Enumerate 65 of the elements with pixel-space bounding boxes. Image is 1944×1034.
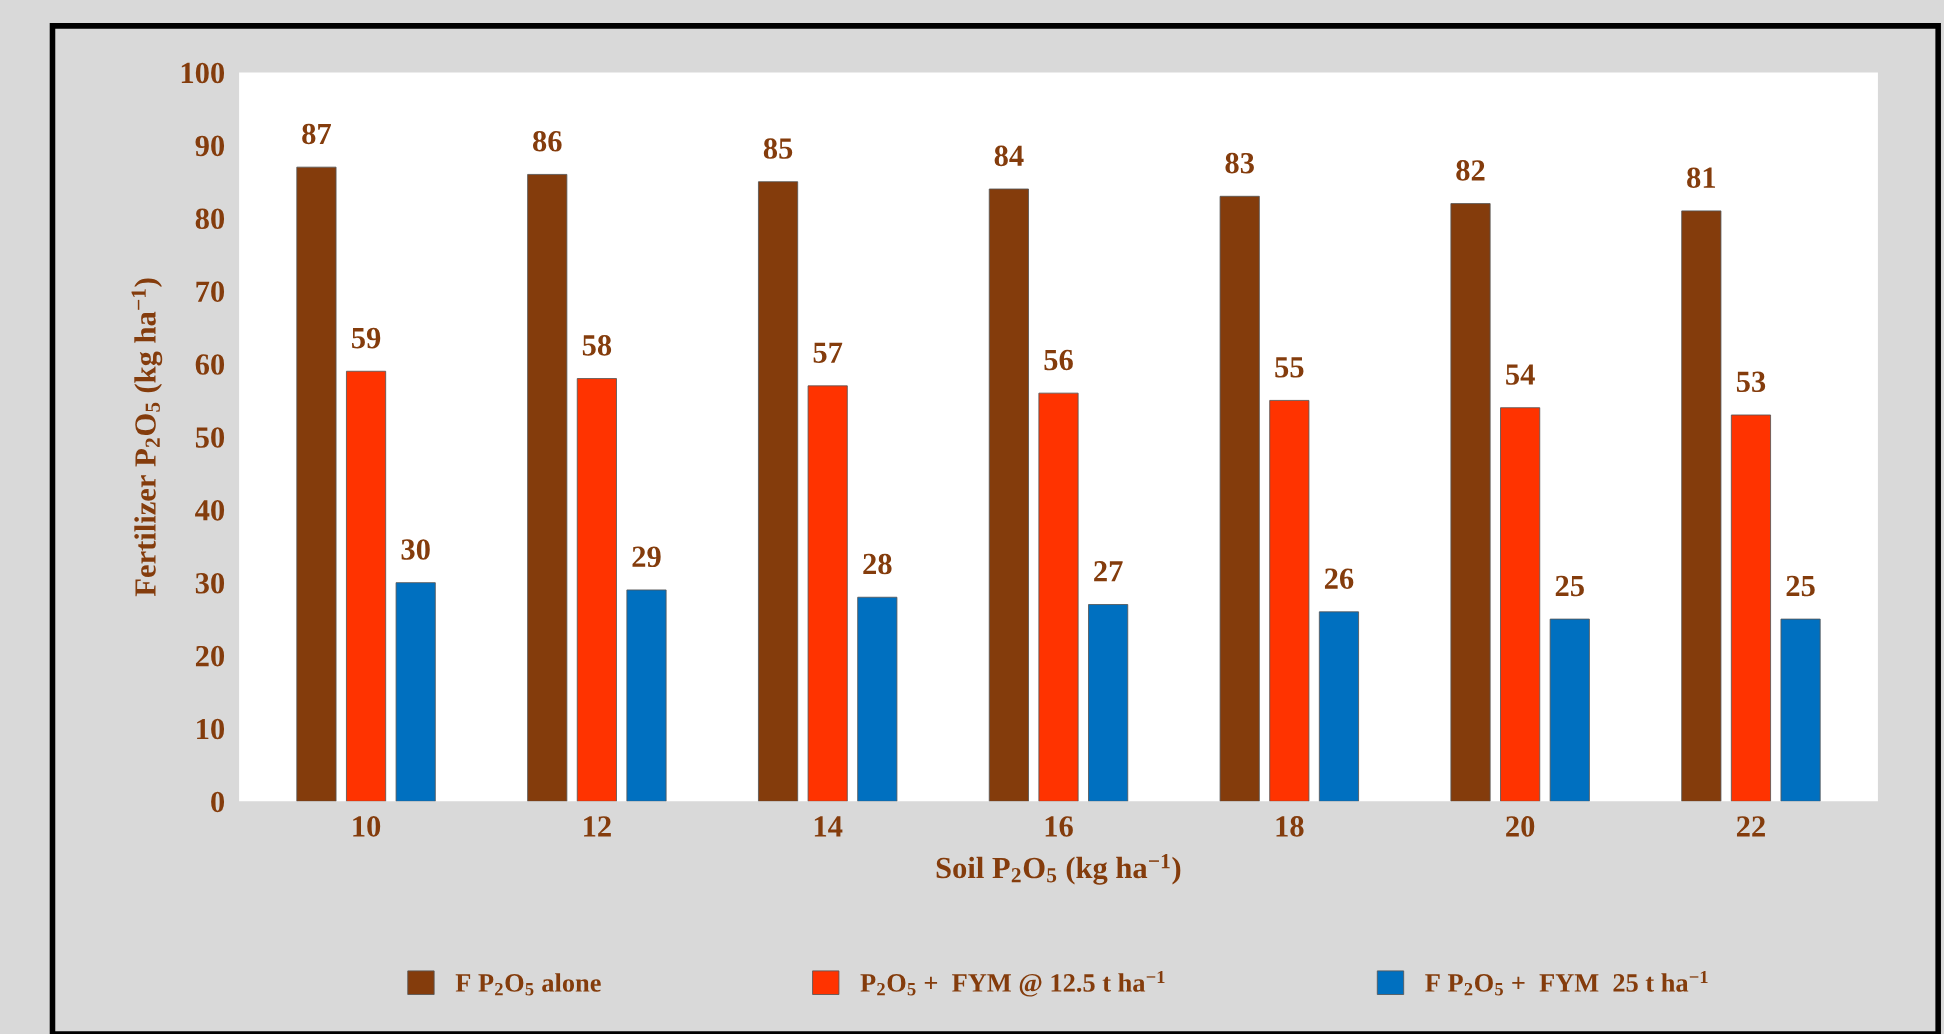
bar (758, 181, 799, 802)
x-tick-label: 14 (814, 816, 843, 837)
bar (346, 370, 387, 802)
x-tick-label: 10 (353, 816, 381, 837)
data-label: 29 (632, 546, 661, 568)
y-axis-title: Fertilizer P$_{2}$O$_{5}$ (kg ha$^{−1}$) (131, 278, 163, 597)
bar (1681, 210, 1722, 802)
bar (1088, 604, 1129, 802)
bar (1500, 407, 1541, 802)
data-label: 28 (863, 553, 892, 575)
bar (296, 166, 337, 802)
legend-label: F P$_{2}$O$_{5}$ + FYM 25 t ha$^{−1}$ (1425, 970, 1708, 996)
x-tick-label: 20 (1506, 816, 1535, 837)
y-tick-label: 30 (195, 572, 225, 594)
bar (988, 188, 1029, 802)
legend-label: P$_{2}$O$_{5}$ + FYM @ 12.5 t ha$^{−1}$ (860, 970, 1165, 997)
data-label: 25 (1786, 575, 1815, 597)
data-label: 25 (1555, 575, 1584, 597)
data-label: 86 (532, 130, 562, 152)
x-tick-label: 22 (1736, 816, 1765, 837)
bar (1730, 414, 1771, 802)
bar (395, 582, 436, 802)
x-axis-title: Soil P$_{2}$O$_{5}$ (kg ha$^{−1}$) (936, 854, 1181, 885)
y-tick-label: 60 (195, 354, 225, 375)
y-tick-label: 10 (197, 718, 225, 740)
y-tick-label: 100 (181, 62, 225, 84)
bar (626, 589, 667, 802)
data-label: 59 (352, 327, 381, 349)
bar (576, 378, 617, 802)
bar (1219, 195, 1260, 802)
data-label: 27 (1094, 561, 1123, 582)
data-label: 56 (1044, 349, 1073, 371)
data-label: 30 (401, 539, 430, 560)
bar (527, 174, 568, 802)
bar (807, 385, 848, 802)
data-label: 84 (994, 145, 1024, 167)
x-tick-label: 12 (584, 816, 611, 837)
data-label: 83 (1225, 152, 1254, 174)
bar (1038, 392, 1079, 802)
x-tick-label: 18 (1276, 816, 1304, 837)
bar (857, 596, 898, 802)
data-label: 81 (1687, 167, 1716, 189)
bar (1269, 400, 1310, 802)
data-label: 85 (763, 138, 793, 159)
y-tick-label: 80 (195, 208, 225, 230)
data-label: 58 (582, 335, 612, 356)
bar (1549, 618, 1590, 802)
y-tick-label: 90 (195, 135, 225, 157)
data-label: 87 (302, 123, 331, 145)
x-tick-label: 16 (1045, 816, 1073, 837)
y-tick-label: 70 (196, 281, 225, 302)
data-label: 26 (1324, 568, 1354, 589)
bar (1450, 203, 1491, 802)
data-label: 57 (813, 342, 843, 363)
data-label: 54 (1506, 364, 1535, 385)
bar (1318, 611, 1359, 802)
bar (1780, 618, 1821, 802)
data-label: 82 (1456, 160, 1485, 181)
y-tick-label: 0 (211, 791, 225, 813)
y-tick-label: 40 (195, 500, 225, 521)
y-tick-label: 50 (195, 427, 225, 448)
data-label: 53 (1736, 371, 1766, 393)
data-label: 55 (1275, 357, 1304, 378)
legend-label: F P$_{2}$O$_{5}$ alone (455, 973, 601, 996)
y-tick-label: 20 (195, 645, 225, 667)
